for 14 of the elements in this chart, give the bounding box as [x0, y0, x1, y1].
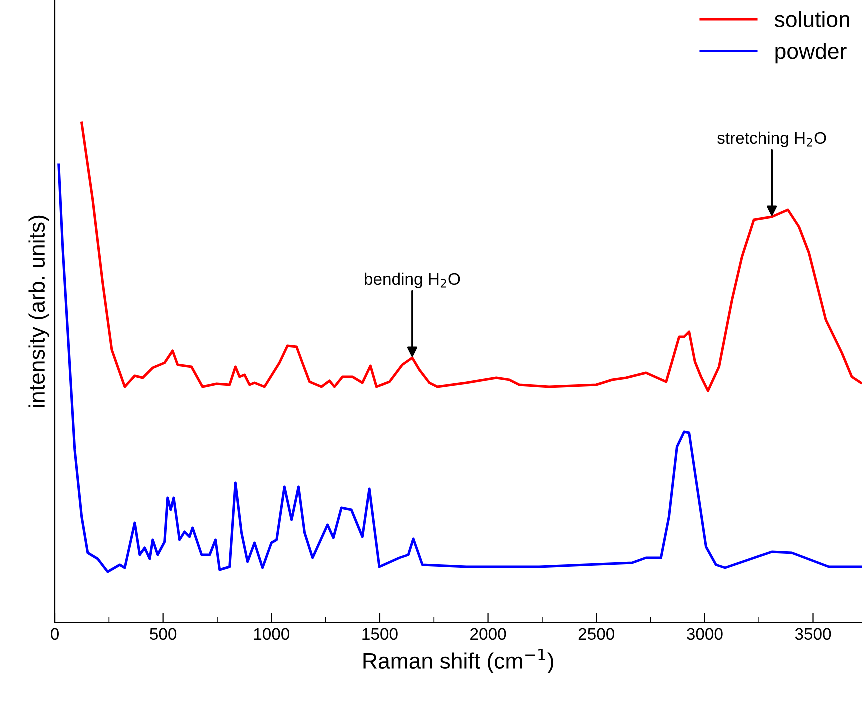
x-tick-label: 3500 — [795, 628, 832, 640]
x-tick-label: 1000 — [254, 628, 290, 640]
x-tick-label: 2000 — [470, 628, 506, 640]
annotation: stretching H$_{2}$O — [718, 132, 826, 148]
x-tick-label: 2500 — [578, 628, 614, 640]
legend-label: powder — [776, 42, 847, 64]
x-tick-label: 3000 — [687, 628, 723, 640]
x-tick-label: 1500 — [362, 628, 398, 640]
y-axis-title: intensity (arb. units) — [28, 216, 50, 407]
legend-label: solution — [774, 11, 850, 28]
annotation: bending H$_{2}$O — [365, 272, 460, 288]
x-axis-title: Raman shift (cm$^{−1}$) — [364, 648, 554, 674]
x-tick-label: 500 — [150, 628, 177, 640]
x-tick-label: 0 — [51, 628, 59, 640]
